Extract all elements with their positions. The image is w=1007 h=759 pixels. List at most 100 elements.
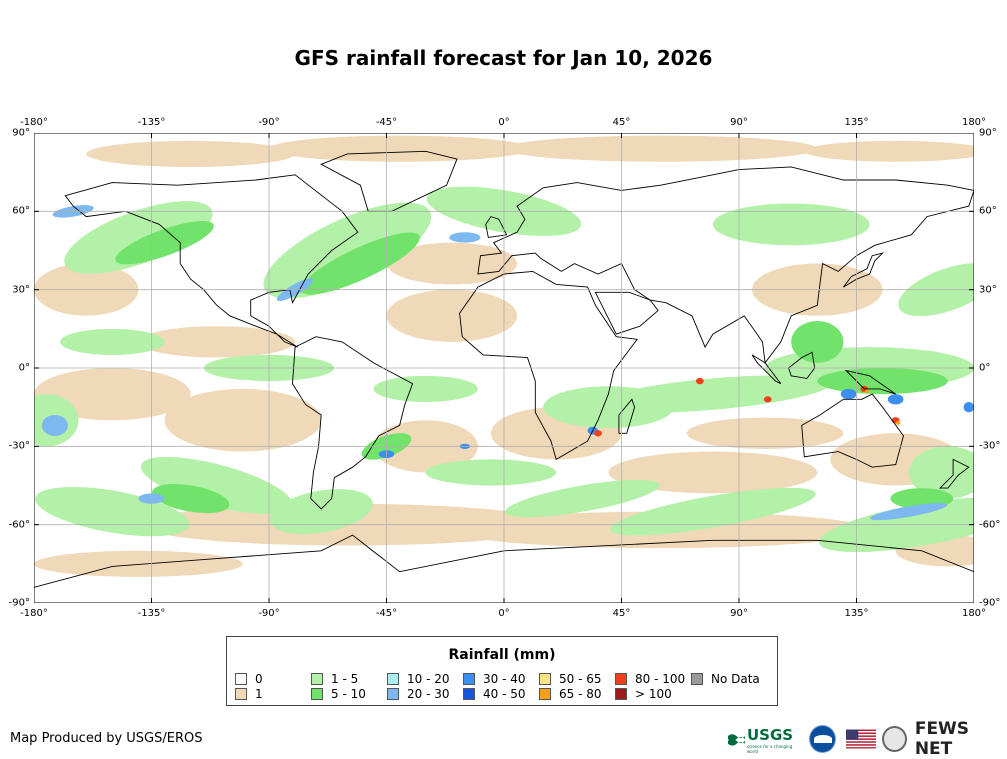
lon-label-bottom: -180° <box>20 608 48 619</box>
legend-swatch <box>387 687 399 700</box>
lat-label-right: 0° <box>979 362 991 374</box>
lat-label-left: 60° <box>12 205 30 217</box>
legend-item: 0 <box>235 671 263 686</box>
map-title: GFS rainfall forecast for Jan 10, 2026 <box>294 46 713 70</box>
legend-label: 10 - 20 <box>407 671 450 686</box>
usgs-wave-icon <box>728 734 745 746</box>
legend-label: 40 - 50 <box>483 686 526 701</box>
state-department-seal-icon <box>882 726 907 752</box>
lat-label-left: 30° <box>12 284 30 296</box>
moderate-rain-area <box>609 487 816 536</box>
legend-item: 40 - 50 <box>463 686 526 701</box>
lat-label-right: 90° <box>979 127 997 139</box>
light-rain-area <box>138 326 296 358</box>
lon-label-top: 0° <box>498 117 510 128</box>
usgs-tagline: science for a changing world <box>746 743 793 754</box>
coastline-british-isles <box>485 216 508 238</box>
lat-label-right: -90° <box>979 597 1001 609</box>
very-intense-rain-area <box>963 401 974 413</box>
legend-item: 50 - 65 <box>539 671 602 686</box>
light-rain-area <box>804 140 974 162</box>
coastline-arabia <box>594 291 659 335</box>
coastline-africa <box>459 270 639 461</box>
intense-rain-area <box>449 232 481 243</box>
legend-label: No Data <box>711 671 760 686</box>
legend-swatch <box>463 672 475 685</box>
lon-label-top: -45° <box>375 117 398 128</box>
moderate-rain-area <box>263 202 432 299</box>
very-intense-rain-area <box>887 394 904 405</box>
lon-label-top: 135° <box>844 117 869 128</box>
credit-text: Map Produced by USGS/EROS <box>10 731 203 746</box>
usgs-logo-text: USGS <box>746 725 794 744</box>
lon-label-bottom: -135° <box>137 608 166 619</box>
extreme-rain-spot <box>896 420 901 425</box>
legend-item: No Data <box>691 671 760 686</box>
extreme-rain-spot <box>864 389 870 394</box>
light-rain-area <box>86 140 296 167</box>
coastline-greenland <box>320 150 458 212</box>
coastline-sumatra <box>751 354 782 385</box>
legend-swatch <box>615 687 627 700</box>
extreme-rain-spot <box>763 396 772 403</box>
legend-item: 1 - 5 <box>311 671 358 686</box>
legend-swatch <box>615 672 627 685</box>
rainfall-map <box>34 133 974 603</box>
legend-item: 5 - 10 <box>311 686 366 701</box>
legend-label: 80 - 100 <box>635 671 686 686</box>
lat-label-left: -90° <box>8 597 30 609</box>
lat-label-right: -30° <box>979 440 1001 452</box>
legend-label: 65 - 80 <box>559 686 602 701</box>
coastline-north-america <box>64 174 359 348</box>
legend-swatch <box>311 672 323 685</box>
coastline-new-guinea <box>844 369 896 395</box>
rainfall-layer <box>34 135 974 577</box>
legend-label: 5 - 10 <box>331 686 366 701</box>
legend-item: 20 - 30 <box>387 686 450 701</box>
legend-item: 65 - 80 <box>539 686 602 701</box>
lat-label-right: 30° <box>979 284 997 296</box>
noaa-logo-icon <box>809 725 836 753</box>
lon-label-bottom: -45° <box>375 608 398 619</box>
legend-swatch <box>235 672 247 685</box>
heavy-rain-area <box>791 321 844 363</box>
light-rain-area <box>504 135 818 162</box>
legend-swatch <box>311 687 323 700</box>
lat-label-left: -30° <box>8 440 30 452</box>
light-rain-area <box>34 550 243 577</box>
partner-logos: USGS science for a changing world FEWS N… <box>728 719 1007 759</box>
lon-label-top: 45° <box>612 117 631 128</box>
heavy-rain-area <box>115 220 214 265</box>
legend-swatch <box>463 687 475 700</box>
legend-label: 1 <box>255 686 263 701</box>
lon-label-bottom: -90° <box>258 608 280 619</box>
usgs-logo: USGS science for a changing world <box>728 725 801 754</box>
intense-rain-area <box>41 415 68 436</box>
legend-item: > 100 <box>615 686 672 701</box>
moderate-rain-area <box>595 375 830 413</box>
coastline-new-zealand <box>939 458 970 489</box>
coastline-eurasia <box>477 166 974 364</box>
light-rain-area <box>386 289 518 342</box>
coastline-antarctica <box>34 534 974 603</box>
intense-rain-area <box>870 503 948 521</box>
legend-item: 30 - 40 <box>463 671 526 686</box>
land-layer <box>34 150 974 603</box>
moderate-rain-area <box>60 328 165 355</box>
extreme-rain-spot <box>594 430 602 437</box>
light-rain-area <box>608 451 818 494</box>
lon-label-bottom: 0° <box>498 608 510 619</box>
moderate-rain-area <box>505 479 660 518</box>
heavy-rain-area <box>152 484 230 514</box>
legend-item: 1 <box>235 686 263 701</box>
lon-label-top: -90° <box>258 117 280 128</box>
moderate-rain-area <box>140 456 293 515</box>
coastline-australia <box>801 393 904 468</box>
coastline-madagascar <box>618 398 636 434</box>
fews-net-logo: FEWS NET <box>914 719 970 759</box>
lon-label-bottom: 90° <box>730 608 748 619</box>
legend-item: 80 - 100 <box>615 671 685 686</box>
coastline-south-america <box>292 336 414 510</box>
lat-label-right: -60° <box>979 519 1001 531</box>
us-flag-icon <box>845 729 877 749</box>
